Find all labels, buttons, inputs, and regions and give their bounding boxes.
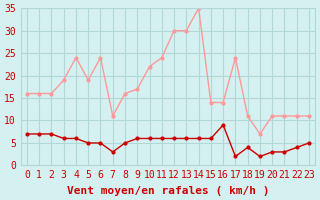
X-axis label: Vent moyen/en rafales ( km/h ): Vent moyen/en rafales ( km/h ) bbox=[67, 186, 269, 196]
